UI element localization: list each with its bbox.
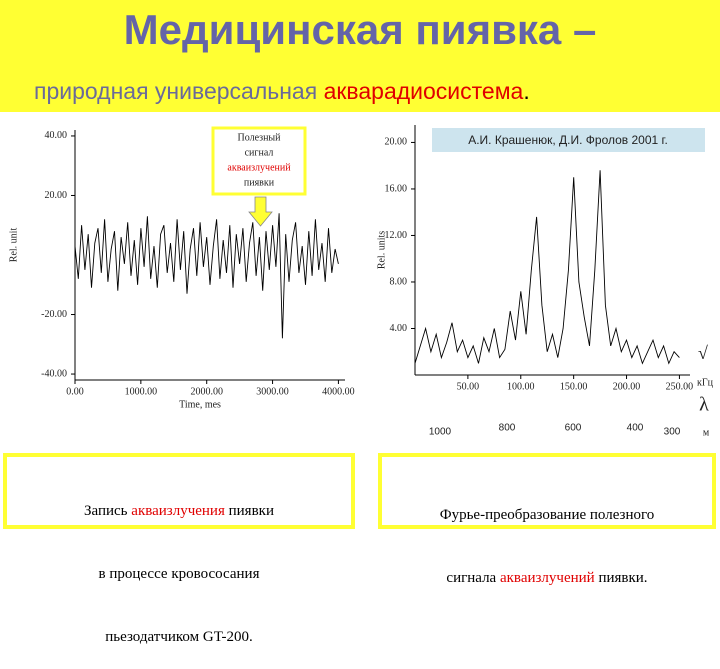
annotation-text: пиявки	[244, 177, 275, 188]
y-tick-label: 40.00	[45, 130, 68, 141]
caption-text: сигнала	[446, 570, 500, 586]
annotation-arrow	[248, 196, 273, 227]
caption-left: Запись акваизлучения пиявки в процессе к…	[3, 453, 355, 645]
y-tick-label: 16.00	[385, 183, 408, 194]
subtitle-text: природная универсальная	[34, 78, 324, 104]
y-tick-label: -40.00	[41, 368, 67, 379]
x-unit: кГц	[697, 377, 714, 388]
wavelength-label: 400	[627, 423, 644, 434]
x-tick-label: 150.00	[560, 381, 588, 392]
subtitle: природная универсальная акварадиосистема…	[34, 78, 530, 105]
wavelength-unit: м	[703, 427, 710, 438]
wavelength-symbol: λ	[699, 394, 709, 416]
wavelength-label: 600	[565, 423, 582, 434]
header: Медицинская пиявка – природная универсал…	[0, 0, 720, 112]
x-axis-label: Time, mes	[179, 399, 221, 410]
x-tick-label: 50.00	[457, 381, 480, 392]
x-tick-label: 0.00	[66, 386, 84, 397]
slide: Медицинская пиявка – природная универсал…	[0, 0, 720, 645]
caption-line: сигнала акваизлучений пиявки.	[382, 568, 712, 589]
y-tick-label: 12.00	[385, 230, 408, 241]
title: Медицинская пиявка –	[123, 6, 597, 53]
annotation-text: акваизлучений	[227, 162, 291, 173]
caption-highlight: акваизлучения	[131, 503, 225, 519]
x-tick-label: 4000.00	[322, 386, 355, 397]
caption-line: Фурье-преобразование полезного	[439, 507, 655, 523]
wavelength-label: 300	[664, 427, 681, 438]
x-tick-label: 250.00	[666, 381, 694, 392]
annotation-text: А.И. Крашенюк, Д.И. Фролов 2001 г.	[468, 133, 668, 147]
y-axis-label: Rel. unit	[8, 228, 19, 263]
annotation-box	[432, 128, 705, 152]
caption-text: пиявки.	[594, 570, 648, 586]
y-axis-label: Rel. units	[376, 231, 387, 269]
caption-right: Фурье-преобразование полезного сигнала а…	[378, 453, 716, 586]
data-line	[74, 213, 339, 339]
y-tick-label: 4.00	[390, 323, 408, 334]
y-tick-label: 20.00	[45, 190, 68, 201]
x-tick-label: 3000.00	[256, 386, 289, 397]
charts: 40.00 20.00 -20.00 -40.00 0.00 1000.00 2000.00…	[8, 125, 714, 438]
annotation-text: Полезный	[237, 132, 281, 143]
subtitle-end: .	[523, 78, 530, 104]
caption-text: Запись	[84, 503, 132, 519]
wavelength-label: 1000	[429, 427, 452, 438]
caption-highlight: акваизлучений	[499, 570, 595, 586]
y-tick-label: 8.00	[390, 276, 408, 287]
x-symbol: √	[698, 343, 708, 363]
x-tick-label: 200.00	[613, 381, 641, 392]
caption-line: пьезодатчиком GT-200.	[105, 629, 253, 645]
caption-text: пиявки	[224, 503, 274, 519]
annotation-box	[211, 126, 307, 196]
x-tick-label: 1000.00	[125, 386, 158, 397]
y-tick-label: -20.00	[41, 309, 67, 320]
y-tick-label: 20.00	[385, 137, 408, 148]
x-tick-label: 100.00	[507, 381, 535, 392]
subtitle-highlight: акварадиосистема	[323, 78, 524, 104]
caption-line: в процессе кровососания	[98, 566, 260, 582]
caption-line: Запись акваизлучения пиявки	[7, 501, 351, 522]
wavelength-label: 800	[499, 423, 516, 434]
x-tick-label: 2000.00	[190, 386, 223, 397]
annotation-text: сигнал	[245, 147, 274, 158]
data-line	[414, 170, 680, 365]
